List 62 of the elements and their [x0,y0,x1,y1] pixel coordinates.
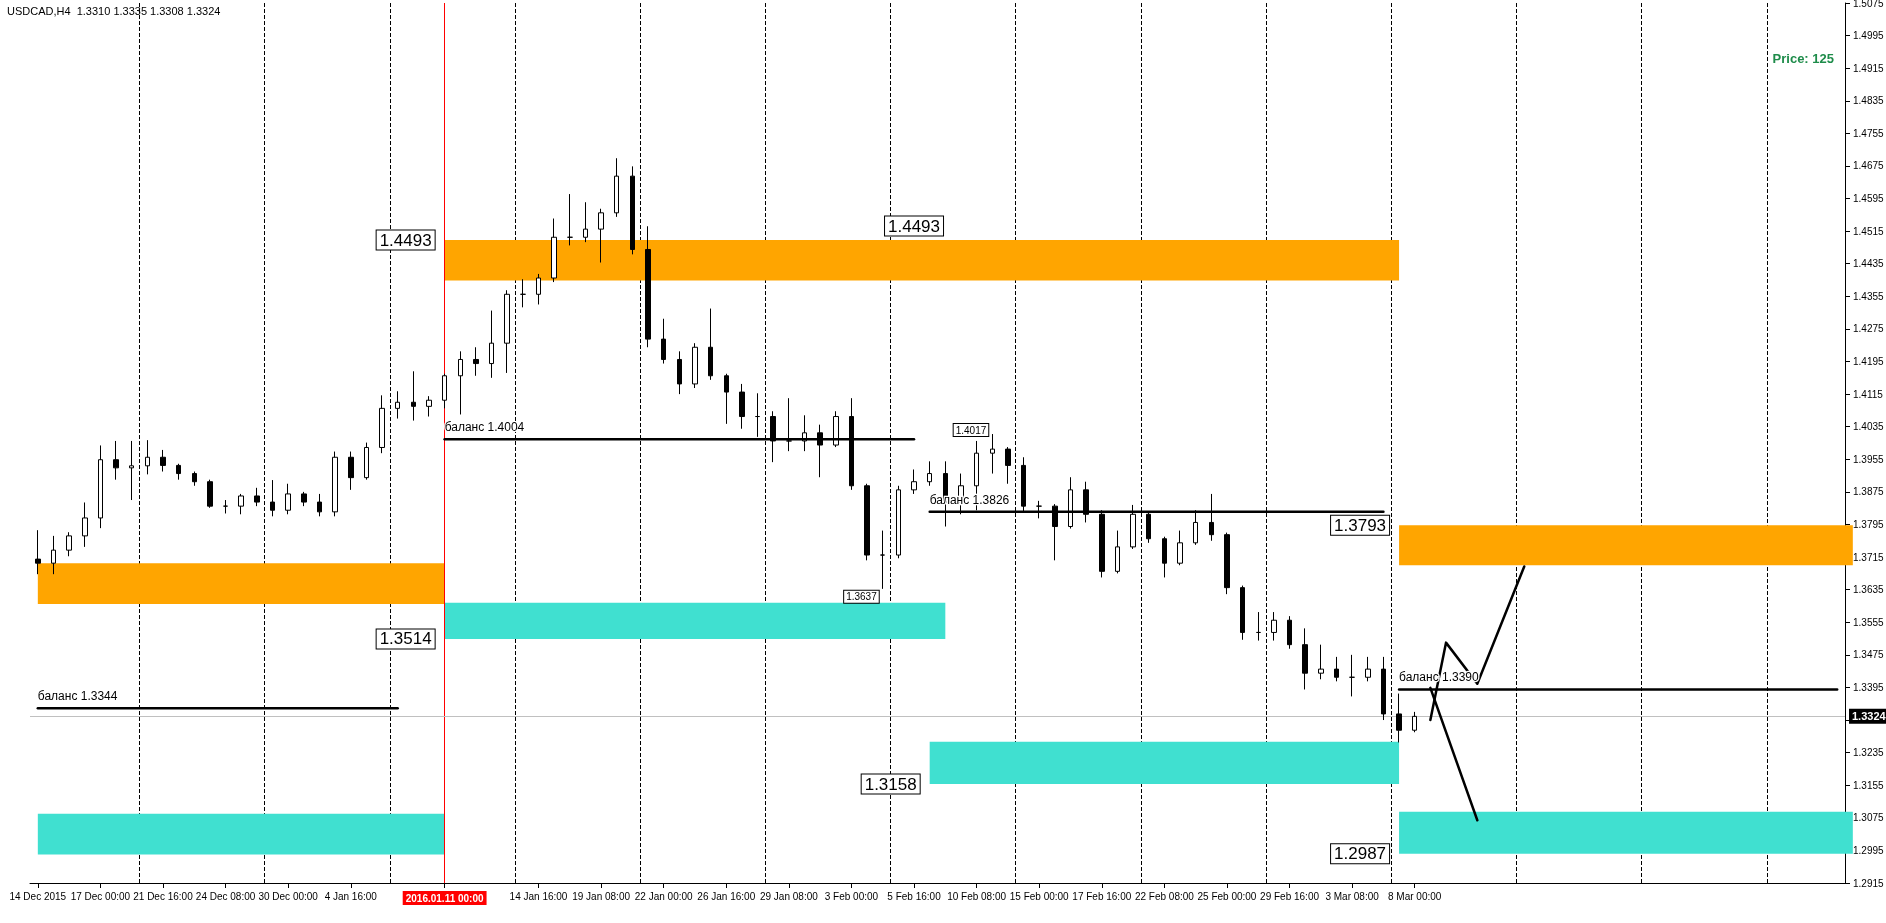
annotation: 1.2987 [1334,844,1387,864]
x-tick-label: 24 Dec 08:00 [195,890,256,902]
annotation: 1.3514 [379,629,432,649]
y-tick-label: 1.4275 [1853,323,1885,335]
x-tick-label: 17 Feb 16:00 [1072,890,1132,902]
y-tick-label: 1.3075 [1853,812,1885,824]
x-tick-label: 14 Dec 2015 [9,890,67,902]
y-tick-label: 1.4515 [1853,225,1885,237]
ref-line-label: 1.3324 [1852,710,1886,723]
y-tick-label: 1.4435 [1853,258,1885,270]
y-tick-label: 1.4995 [1853,30,1885,42]
y-tick-label: 1.4195 [1853,356,1885,368]
y-tick-label: 1.4755 [1853,127,1885,139]
x-tick-label: 30 Dec 00:00 [258,890,319,902]
x-tick-label: 3 Feb 00:00 [824,890,879,902]
y-tick-label: 1.3635 [1853,584,1885,596]
x-tick-label: 21 Dec 16:00 [133,890,194,902]
y-tick-label: 1.5075 [1853,0,1885,9]
x-tick-label: 29 Feb 16:00 [1260,890,1320,902]
y-tick-label: 1.3875 [1853,486,1885,498]
x-tick-label: 29 Jan 08:00 [759,890,819,902]
annotation: 1.3637 [846,591,878,603]
annotation: 1.4493 [888,216,941,236]
x-tick-label: 19 Jan 08:00 [572,890,631,902]
x-tick-label: 3 Mar 08:00 [1325,890,1380,902]
y-tick-label: 1.3715 [1853,551,1885,563]
y-tick-label: 1.4595 [1853,193,1885,205]
y-tick-label: 1.3955 [1853,453,1885,465]
annotation: 1.3158 [864,774,917,794]
x-tick-label: 2016.01.11 00:00 [405,892,484,904]
x-tick-label: 17 Dec 00:00 [70,890,131,902]
y-tick-label: 1.2915 [1853,877,1885,889]
y-tick-label: 1.4035 [1853,421,1885,433]
y-tick-label: 1.2995 [1853,844,1885,856]
x-tick-label: 25 Feb 00:00 [1197,890,1257,902]
annotation: 1.4017 [955,424,987,436]
y-tick-label: 1.3235 [1853,747,1885,759]
y-tick-label: 1.3395 [1853,681,1885,693]
x-tick-label: 5 Feb 16:00 [887,890,942,902]
x-tick-label: 4 Jan 16:00 [324,890,378,902]
y-tick-label: 1.4915 [1853,62,1885,74]
x-tick-label: 8 Mar 00:00 [1388,890,1442,902]
chart-title: USDCAD,H4 1.3310 1.3335 1.3308 1.3324 [7,4,221,17]
y-tick-label: 1.3155 [1853,779,1885,791]
y-tick-label: 1.4675 [1853,160,1885,172]
annotation: Price: 125 [1772,51,1834,66]
annotation: 1.3793 [1334,515,1387,535]
y-tick-label: 1.3795 [1853,518,1885,530]
annotation: 1.4493 [379,230,432,250]
series-label: баланс 1.3344 [37,689,118,704]
y-tick-label: 1.3475 [1853,649,1885,661]
y-tick-label: 1.3555 [1853,616,1885,628]
x-tick-label: 22 Jan 00:00 [634,890,694,902]
x-tick-label: 26 Jan 16:00 [697,890,756,902]
series-label: баланс 1.4004 [444,420,525,435]
y-tick-label: 1.4115 [1853,388,1884,400]
x-tick-label: 14 Jan 16:00 [509,890,568,902]
x-tick-label: 22 Feb 08:00 [1134,890,1195,902]
x-tick-label: 15 Feb 00:00 [1009,890,1070,902]
x-tick-label: 10 Feb 08:00 [947,890,1007,902]
y-tick-label: 1.4355 [1853,290,1885,302]
y-tick-label: 1.4835 [1853,95,1885,107]
